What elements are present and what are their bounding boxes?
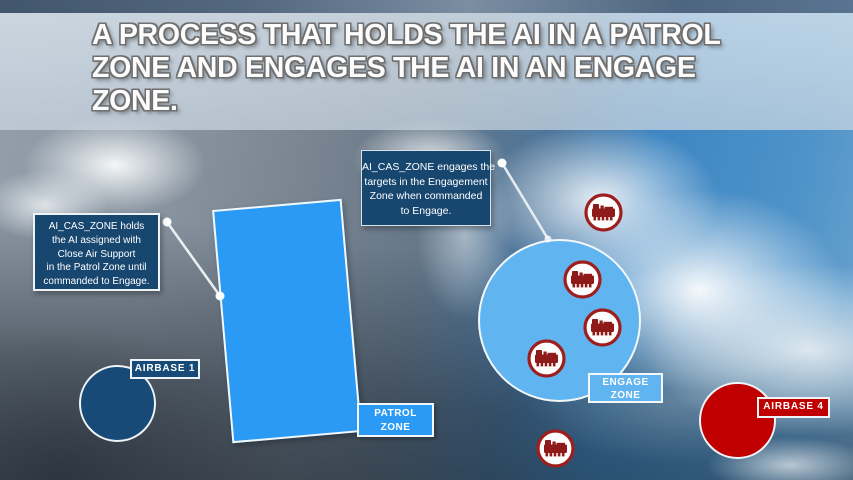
target-tank-icon bbox=[562, 259, 603, 300]
callout-text-line: AI_CAS_ZONE holds bbox=[48, 221, 145, 232]
zone-label-line: ZONE bbox=[380, 422, 411, 433]
title-line: ZONE. bbox=[92, 85, 178, 117]
callout-text-line: the AI assigned with bbox=[52, 234, 141, 246]
target-tank-icon bbox=[582, 307, 623, 348]
title-line: A PROCESS THAT HOLDS THE AI IN A PATROL bbox=[92, 19, 721, 51]
engage-zone-label: ENGAGE ZONE bbox=[588, 373, 663, 403]
callout-text-line: AI_CAS_ZONE engages the bbox=[362, 161, 496, 173]
callout-text-line: in the Patrol Zone until bbox=[46, 262, 147, 274]
airbase-4-label: AIRBASE 4 bbox=[757, 397, 830, 418]
callout-text-line: to Engage. bbox=[400, 204, 452, 217]
target-tank-icon bbox=[583, 192, 624, 233]
target-tank-icon bbox=[526, 338, 567, 379]
sky-top-strip bbox=[0, 0, 853, 13]
target-tank-icon bbox=[535, 428, 576, 469]
callout-text-line: targets in the Engagement bbox=[364, 175, 488, 188]
patrol-zone-shape bbox=[212, 198, 362, 444]
title-band bbox=[0, 13, 853, 130]
zone-label-line: PATROL bbox=[374, 408, 417, 419]
callout-text-line: commanded to Engage. bbox=[43, 276, 150, 288]
callout-text-line: Close Air Support bbox=[57, 248, 136, 260]
airbase-1-label: AIRBASE 1 bbox=[130, 359, 200, 379]
patrol-callout: AI_CAS_ZONE holds the AI assigned with C… bbox=[33, 213, 160, 291]
zone-label-line: ZONE bbox=[610, 390, 641, 401]
airbase-4-shape bbox=[699, 382, 776, 459]
patrol-zone-label: PATROL ZONE bbox=[357, 403, 434, 437]
callout-text-line: Zone when commanded bbox=[369, 190, 483, 202]
slide-title: A PROCESS THAT HOLDS THE AI IN A PATROL … bbox=[92, 19, 792, 118]
title-line: ZONE AND ENGAGES THE AI IN AN ENGAGE bbox=[92, 52, 696, 84]
zone-label-line: ENGAGE bbox=[602, 377, 649, 388]
engage-callout: AI_CAS_ZONE engages the targets in the E… bbox=[361, 150, 496, 226]
